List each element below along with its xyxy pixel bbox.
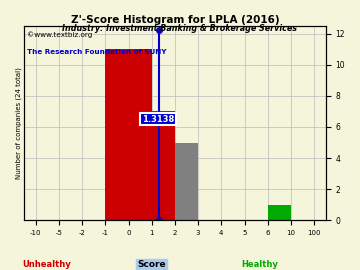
Text: Industry: Investment Banking & Brokerage Services: Industry: Investment Banking & Brokerage…: [63, 24, 297, 33]
Bar: [268, 205, 291, 220]
Y-axis label: Number of companies (24 total): Number of companies (24 total): [15, 67, 22, 179]
Text: Unhealthy: Unhealthy: [22, 260, 71, 269]
Bar: [175, 143, 198, 220]
Text: 1.3138: 1.3138: [142, 115, 174, 124]
Text: Score: Score: [137, 260, 166, 269]
Text: Healthy: Healthy: [241, 260, 278, 269]
Text: ©www.textbiz.org: ©www.textbiz.org: [27, 32, 93, 38]
Bar: [105, 49, 152, 220]
Bar: [152, 112, 175, 220]
Title: Z'-Score Histogram for LPLA (2016): Z'-Score Histogram for LPLA (2016): [71, 15, 279, 25]
Text: The Research Foundation of SUNY: The Research Foundation of SUNY: [27, 49, 167, 55]
